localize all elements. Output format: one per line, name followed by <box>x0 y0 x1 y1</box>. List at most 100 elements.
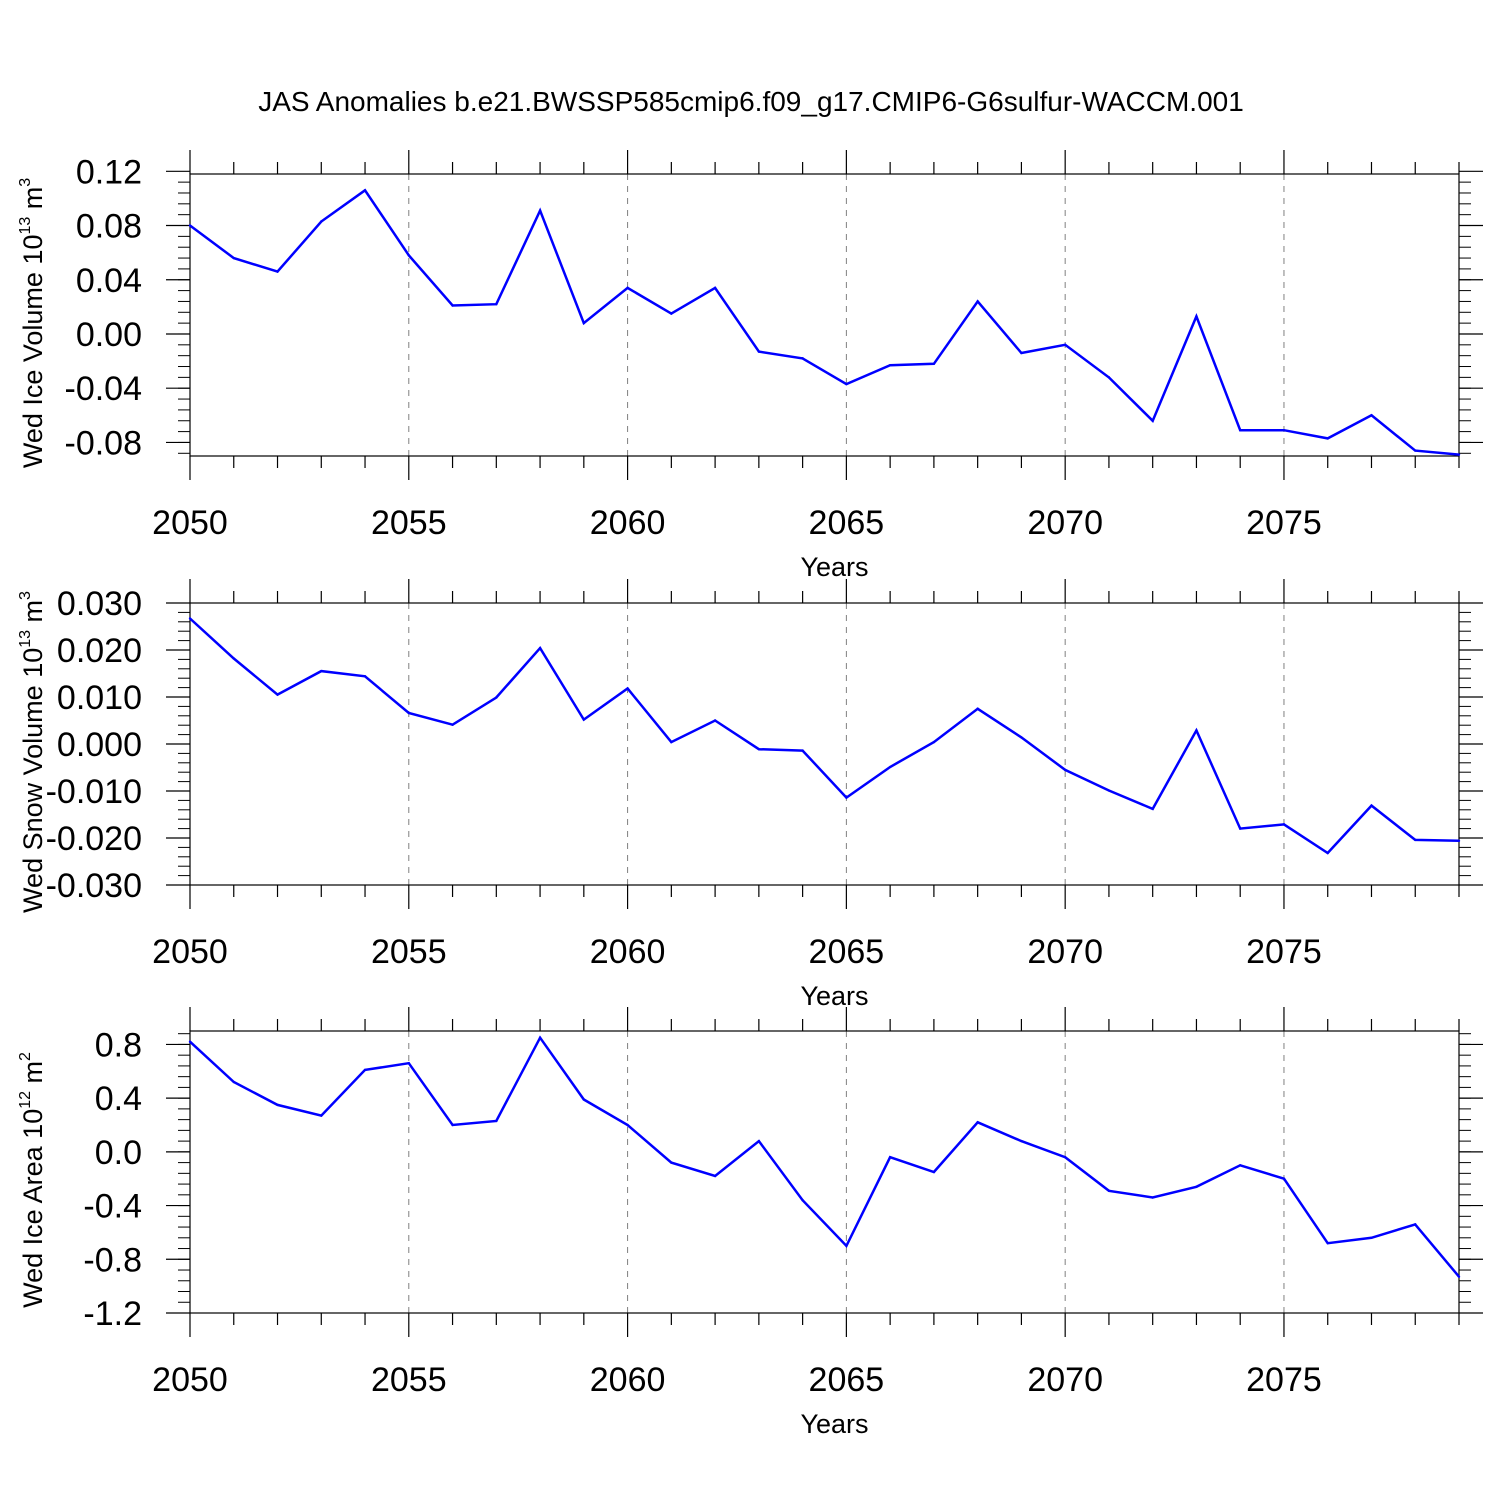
y-tick-label: 0.8 <box>95 1026 142 1064</box>
y-axis-label: Wed Ice Area 1012 m2 <box>17 1052 48 1308</box>
x-tick-label: 2075 <box>1246 1361 1322 1399</box>
x-tick-label: 2065 <box>809 1361 885 1399</box>
x-axis-label: Years <box>800 552 868 582</box>
data-point <box>363 189 367 192</box>
data-point <box>407 254 410 257</box>
data-point <box>1370 1236 1373 1240</box>
data-point <box>626 687 629 690</box>
x-tick-label: 2060 <box>590 504 666 542</box>
data-point <box>1282 429 1286 432</box>
y-axis-label-base: Wed Ice Area 10 <box>18 1109 48 1308</box>
data-point <box>1107 376 1111 379</box>
data-point <box>232 256 235 260</box>
data-point <box>276 1103 279 1107</box>
y-tick-label: 0.08 <box>76 208 142 246</box>
y-tick-label: 0.000 <box>57 726 142 764</box>
data-point <box>320 220 323 223</box>
y-tick-label: -0.030 <box>46 867 142 905</box>
data-point <box>670 740 673 744</box>
data-point <box>538 1036 542 1039</box>
y-axis-label-unit: m <box>18 1061 48 1091</box>
data-point <box>495 302 498 306</box>
data-point <box>845 382 848 386</box>
x-tick-label: 2060 <box>590 933 666 971</box>
data-point <box>276 693 279 696</box>
data-point <box>538 646 542 650</box>
y-axis-label-unit: m <box>18 187 48 217</box>
data-point <box>1370 414 1373 417</box>
data-point <box>363 1068 367 1072</box>
y-tick-label: 0.04 <box>76 262 142 300</box>
data-point <box>757 1139 761 1143</box>
y-axis-label-base: Wed Ice Volume 10 <box>18 235 48 469</box>
x-tick-label: 2055 <box>371 1361 447 1399</box>
data-point <box>713 1174 717 1178</box>
x-tick-label: 2060 <box>590 1361 666 1399</box>
chart-panel-1: 2050 2055 2060 2065 2070 2075 Years 0.12 0.08 0.0… <box>17 150 1483 582</box>
data-point <box>1107 789 1111 792</box>
x-tick-label: 2065 <box>809 933 885 971</box>
data-point <box>1370 804 1373 807</box>
y-axis-label-unit-exponent: 3 <box>17 178 34 187</box>
data-point <box>713 286 717 290</box>
y-axis-label-exponent: 13 <box>17 217 34 235</box>
y-axis-label-unit-exponent: 3 <box>17 591 34 600</box>
data-point <box>670 312 673 315</box>
data-point <box>451 1123 454 1127</box>
data-point <box>320 1114 323 1117</box>
data-point <box>801 1199 804 1202</box>
data-point <box>801 749 804 752</box>
data-point <box>320 669 323 673</box>
data-point <box>1151 419 1154 422</box>
data-point <box>1239 429 1242 432</box>
data-point <box>976 707 979 710</box>
plot-frame <box>189 602 1460 886</box>
y-tick-label: 0.030 <box>57 585 142 623</box>
data-point <box>757 350 761 353</box>
data-point <box>232 657 235 660</box>
data-point <box>932 362 936 366</box>
y-tick-label: -0.04 <box>65 370 143 408</box>
data-point <box>1239 827 1242 830</box>
data-point <box>1063 343 1067 347</box>
x-tick-label: 2050 <box>152 933 228 971</box>
data-point <box>1282 1177 1286 1180</box>
x-axis-label: Years <box>800 981 868 1011</box>
data-point <box>232 1080 235 1084</box>
data-point <box>1414 1223 1417 1226</box>
data-point <box>845 1244 848 1248</box>
y-axis-label-base: Wed Snow Volume 10 <box>18 648 48 913</box>
y-tick-label: 0.12 <box>76 153 142 191</box>
series-line <box>189 188 1460 456</box>
data-point <box>1063 1156 1067 1159</box>
data-point <box>188 617 192 620</box>
y-tick-label: -1.2 <box>83 1295 142 1333</box>
data-point <box>1195 315 1198 318</box>
chart-panel-3: 2050 2055 2060 2065 2070 2075 Years 0.8 0.4 0.0 -0… <box>17 1007 1483 1439</box>
y-axis-label-exponent: 12 <box>17 1091 34 1109</box>
y-axis-label: Wed Ice Volume 1013 m3 <box>17 178 48 468</box>
data-point <box>1239 1164 1242 1167</box>
data-point <box>1151 1196 1154 1199</box>
y-axis-label-unit: m <box>18 600 48 630</box>
y-axis-label: Wed Snow Volume 1013 m3 <box>17 591 48 913</box>
data-point <box>845 796 848 799</box>
data-point <box>757 747 761 751</box>
data-point <box>582 321 586 325</box>
data-point <box>801 357 804 360</box>
x-tick-label: 2055 <box>371 933 447 971</box>
data-point <box>1195 1185 1198 1188</box>
data-point <box>582 718 586 721</box>
data-point <box>1457 839 1461 843</box>
data-point <box>976 300 979 303</box>
y-tick-label: 0.020 <box>57 632 142 670</box>
data-point <box>888 363 892 367</box>
data-point <box>1326 437 1329 440</box>
data-point <box>1020 351 1023 355</box>
data-point <box>626 286 629 290</box>
data-point <box>1414 449 1417 452</box>
y-axis-label-unit-exponent: 2 <box>17 1052 34 1061</box>
data-point <box>538 209 542 212</box>
data-point <box>495 696 498 699</box>
